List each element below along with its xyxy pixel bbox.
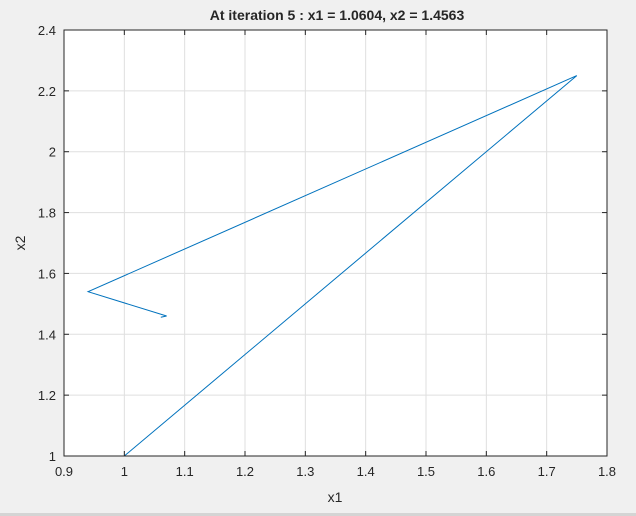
ticks bbox=[63, 29, 608, 457]
window-bottom-edge bbox=[0, 513, 636, 516]
y-tick-label: 1.6 bbox=[38, 266, 56, 281]
x-tick-label: 1.1 bbox=[176, 464, 194, 479]
plot-area bbox=[64, 30, 607, 456]
x-tick-label: 1.2 bbox=[236, 464, 254, 479]
x-tick-label: 1.7 bbox=[538, 464, 556, 479]
y-tick-label: 1.2 bbox=[38, 388, 56, 403]
y-tick-label: 2.4 bbox=[38, 23, 56, 38]
x-tick-label: 1.3 bbox=[296, 464, 314, 479]
series-layer bbox=[86, 75, 578, 457]
series-line bbox=[86, 75, 578, 457]
x-tick-label: 1.8 bbox=[598, 464, 616, 479]
x-axis-label: x1 bbox=[328, 489, 343, 505]
y-tick-label: 1 bbox=[49, 449, 56, 464]
x-tick-label: 1.5 bbox=[417, 464, 435, 479]
y-tick-label: 2.2 bbox=[38, 84, 56, 99]
axes-box bbox=[63, 29, 608, 457]
x-tick-label: 1.6 bbox=[477, 464, 495, 479]
tick-labels: 0.9 1 1.1 1.2 1.3 1.4 1.5 1.6 1.7 1.811.21.41.61.… bbox=[38, 23, 616, 479]
y-axis-label: x2 bbox=[12, 235, 28, 250]
y-tick-label: 1.8 bbox=[38, 206, 56, 221]
x-tick-label: 1.4 bbox=[357, 464, 375, 479]
y-tick-label: 2 bbox=[49, 145, 56, 160]
x-tick-label: 1 bbox=[121, 464, 128, 479]
chart-title: At iteration 5 : x1 = 1.0604, x2 = 1.456… bbox=[210, 7, 465, 23]
y-tick-label: 1.4 bbox=[38, 327, 56, 342]
x-tick-label: 0.9 bbox=[55, 464, 73, 479]
